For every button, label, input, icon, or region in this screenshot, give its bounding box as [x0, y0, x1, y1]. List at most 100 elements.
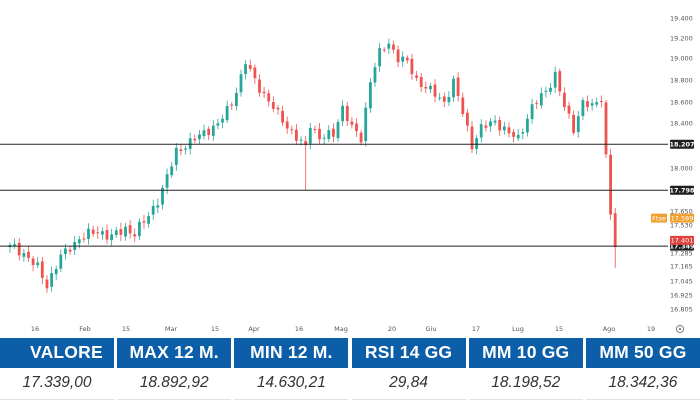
candle-body — [600, 101, 603, 102]
candle-body — [82, 238, 86, 240]
candle-body — [36, 262, 40, 266]
candle-body — [595, 102, 599, 105]
candle-body — [253, 67, 257, 79]
candle-body — [267, 93, 271, 102]
candle-body — [563, 92, 566, 108]
stats-table: VALORE 17.339,00 MAX 12 M. 18.892,92 MIN… — [0, 338, 700, 400]
price-tag — [670, 235, 694, 245]
candle-body — [64, 248, 67, 254]
x-tick-label: 15 — [555, 325, 563, 333]
level-label: 18.207 — [669, 141, 694, 149]
candle-body — [114, 230, 118, 235]
candle-body — [475, 138, 478, 149]
level-tag — [670, 139, 694, 149]
candle-body — [327, 130, 331, 139]
candle-body — [415, 75, 418, 78]
candle-body — [198, 134, 201, 140]
candle-body — [539, 93, 543, 106]
candle-body — [424, 87, 428, 89]
candle-body — [405, 57, 409, 61]
candle-body — [147, 216, 150, 224]
candle-body — [281, 110, 284, 123]
level-label: 17.798 — [669, 187, 695, 195]
candle-body — [521, 132, 525, 134]
y-tick-label: 18.000 — [670, 164, 693, 172]
candle-body — [572, 114, 575, 133]
candle-body — [318, 128, 321, 140]
settings-icon[interactable] — [675, 324, 685, 334]
stat-label: VALORE — [0, 338, 114, 368]
candlestick-chart: 18.207 17.798 17.349 19.400 19.200 19.000 18.… — [0, 14, 695, 334]
candle-body — [369, 82, 372, 109]
candle-body — [22, 253, 26, 257]
stat-value: 17.339,00 — [0, 368, 114, 400]
stat-label: MIN 12 M. — [234, 338, 349, 368]
price-tag — [670, 213, 694, 223]
candle-body — [332, 128, 335, 137]
candle-body — [91, 229, 95, 234]
y-tick-label: 19.400 — [670, 14, 693, 22]
candle-body — [590, 103, 594, 106]
candle-body — [613, 213, 617, 248]
candle-body — [567, 105, 571, 114]
candle-body — [142, 221, 146, 223]
stat-value: 18.198,52 — [468, 368, 583, 400]
candle-body — [193, 138, 197, 141]
candle-body — [549, 87, 552, 92]
candle-body — [553, 71, 557, 88]
candle-body — [609, 154, 612, 215]
y-tick-label: 16.805 — [670, 305, 693, 313]
candle-body — [77, 239, 81, 244]
stat-value: 18.892,92 — [117, 368, 232, 400]
candle-body — [54, 269, 58, 275]
candle-body — [27, 251, 30, 258]
stat-label: MAX 12 M. — [117, 338, 232, 368]
y-tick-label: 17.045 — [670, 277, 693, 285]
price-tag-prefix-label: Ftse — [652, 214, 666, 222]
x-tick-label: 20 — [388, 325, 396, 333]
candle-body — [392, 44, 395, 50]
x-tick-label: Lug — [512, 325, 524, 333]
candle-body — [470, 126, 474, 150]
candle-body — [271, 102, 275, 109]
stat-label: MM 50 GG — [585, 338, 700, 368]
candle-body — [535, 103, 539, 105]
candle-body — [119, 229, 123, 235]
candle-body — [322, 137, 326, 139]
x-tick-label: Mar — [165, 325, 178, 333]
candle-body — [165, 174, 169, 188]
candle-body — [576, 116, 580, 133]
candle-body — [359, 132, 363, 143]
candle-body — [40, 261, 44, 278]
candle-body — [105, 230, 109, 240]
candle-body — [516, 134, 520, 139]
price-tag-label: 17.401 — [671, 237, 694, 245]
candle-body — [225, 106, 229, 121]
candle-body — [484, 125, 488, 128]
candle-body — [285, 121, 289, 129]
stat-min-12m: MIN 12 M. 14.630,21 — [234, 338, 349, 400]
candle-body — [304, 141, 308, 146]
candle-body — [364, 107, 368, 142]
candle-body — [170, 166, 174, 176]
candle-body — [558, 71, 562, 92]
candle-body — [438, 97, 442, 99]
price-tag-label: 17.589 — [671, 214, 694, 222]
x-tick-label: Mag — [334, 325, 348, 333]
y-tick-label: 16.925 — [670, 291, 693, 299]
candle-body — [429, 85, 432, 90]
candle-body — [248, 65, 252, 69]
x-tick-label: Feb — [79, 325, 91, 333]
candle-body — [442, 96, 446, 102]
y-tick-label: 19.000 — [670, 54, 693, 62]
candle-body — [456, 77, 460, 96]
y-tick-label: 18.400 — [670, 119, 693, 127]
stat-value: 29,84 — [351, 368, 466, 400]
y-tick-label: 17.285 — [670, 249, 693, 257]
candle-body — [110, 234, 113, 241]
candle-body — [239, 74, 243, 93]
y-tick-label: 17.165 — [670, 262, 693, 270]
candle-body — [124, 226, 127, 237]
x-tick-label: 15 — [211, 325, 219, 333]
candle-body — [230, 104, 234, 106]
